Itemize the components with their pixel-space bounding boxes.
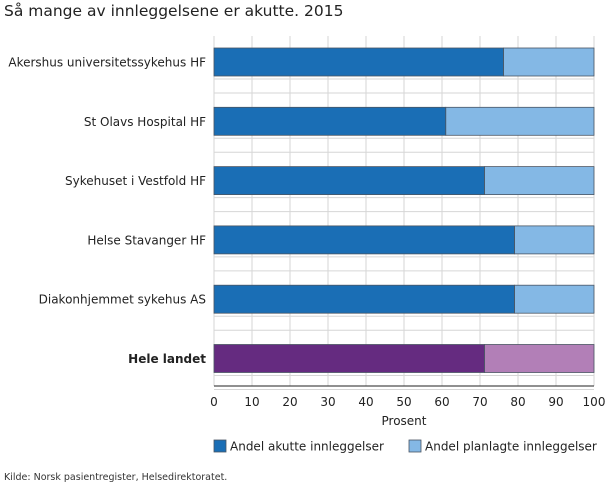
x-tick-label: 20 — [282, 395, 297, 409]
category-label: Sykehuset i Vestfold HF — [65, 174, 206, 188]
bar-segment-acute — [213, 344, 485, 373]
bar-segment-acute — [213, 225, 515, 255]
x-tick-label: 90 — [548, 395, 563, 409]
x-axis-label: Prosent — [382, 414, 427, 428]
bar-segment-planned — [514, 225, 595, 255]
source-note: Kilde: Norsk pasientregister, Helsedirek… — [4, 472, 228, 483]
category-label: Akershus universitetssykehus HF — [8, 56, 206, 70]
bar-segment-acute — [213, 166, 485, 196]
category-label: St Olavs Hospital HF — [84, 115, 206, 129]
x-tick-label: 50 — [396, 395, 411, 409]
bar-segment-planned — [445, 106, 595, 136]
bar-segment-planned — [503, 47, 595, 77]
x-tick-label: 80 — [510, 395, 525, 409]
category-label: Helse Stavanger HF — [87, 233, 206, 247]
legend-swatch — [213, 439, 227, 453]
legend-swatch — [408, 439, 422, 453]
bar-segment-acute — [213, 47, 504, 77]
x-tick-label: 10 — [244, 395, 259, 409]
x-tick-label: 40 — [358, 395, 373, 409]
chart-title: Så mange av innleggelsene er akutte. 201… — [4, 2, 344, 20]
bar-segment-planned — [484, 344, 595, 373]
bar-segment-acute — [213, 106, 447, 136]
x-tick-label: 70 — [472, 395, 487, 409]
x-tick-label: 30 — [320, 395, 335, 409]
category-label: Diakonhjemmet sykehus AS — [39, 293, 206, 307]
bar-segment-acute — [213, 284, 515, 314]
legend-label: Andel akutte innleggelser — [230, 440, 384, 454]
category-label: Hele landet — [128, 352, 206, 366]
x-tick-label: 0 — [210, 395, 218, 409]
bar-segment-planned — [484, 166, 595, 196]
x-tick-label: 60 — [434, 395, 449, 409]
x-tick-label: 100 — [583, 395, 606, 409]
legend-label: Andel planlagte innleggelser — [425, 440, 597, 454]
bar-segment-planned — [514, 284, 595, 314]
